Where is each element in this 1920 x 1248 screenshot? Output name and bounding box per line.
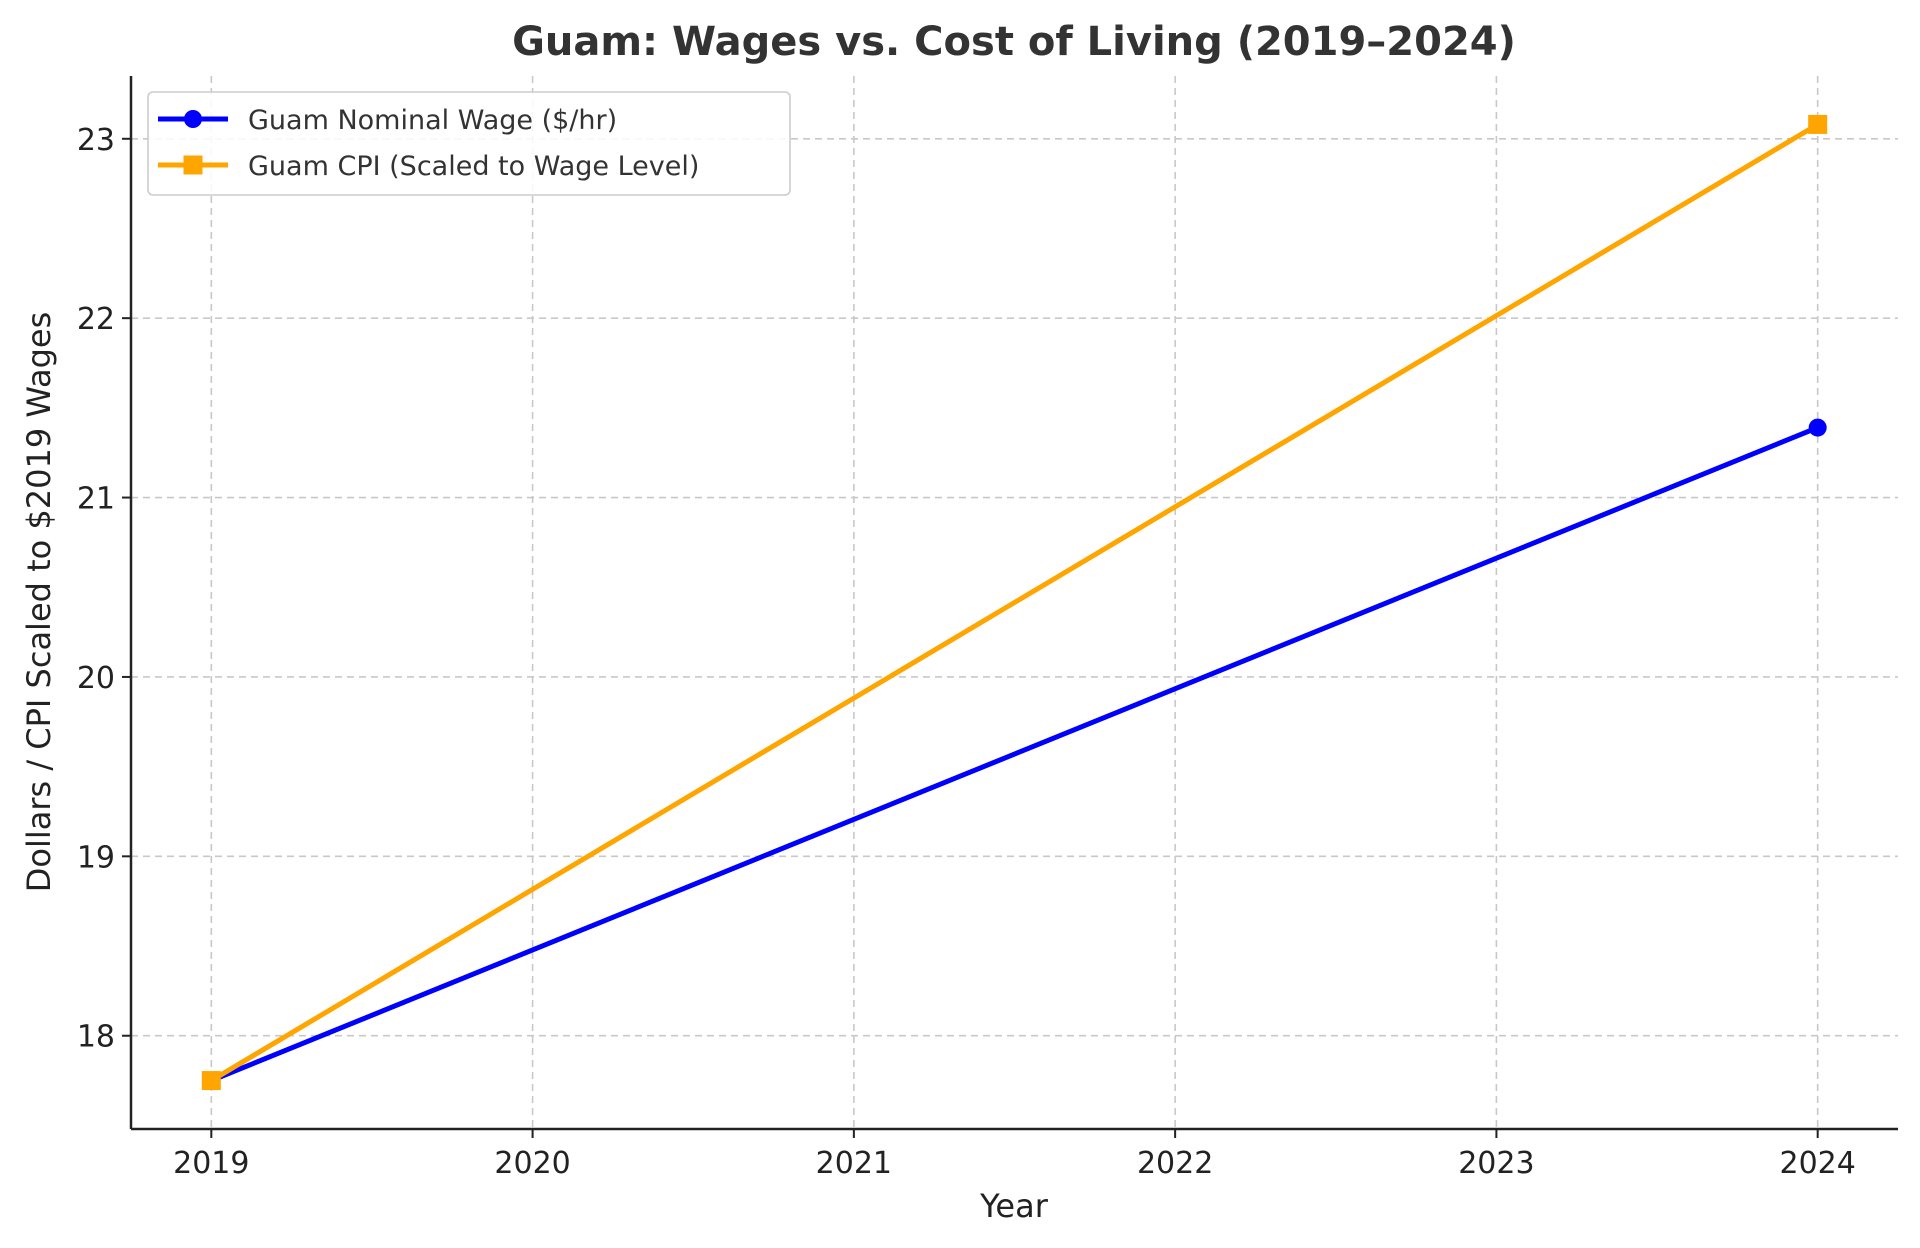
legend-marker <box>184 110 202 128</box>
legend-marker <box>183 155 203 175</box>
y-tick-label: 20 <box>77 661 115 696</box>
y-tick-label: 21 <box>77 482 115 517</box>
x-tick-label: 2020 <box>494 1146 570 1181</box>
series-line-1 <box>210 122 1819 1083</box>
x-tick-label: 2024 <box>1780 1146 1856 1181</box>
x-tick-label: 2021 <box>816 1146 892 1181</box>
x-axis-label: Year <box>979 1187 1049 1225</box>
series-line-0 <box>210 425 1819 1083</box>
x-tick-label: 2019 <box>173 1146 249 1181</box>
y-axis-label: Dollars / CPI Scaled to $2019 Wages <box>20 312 58 893</box>
legend-label: Guam Nominal Wage ($/hr) <box>248 105 617 136</box>
x-tick-label: 2023 <box>1458 1146 1534 1181</box>
y-tick-label: 22 <box>77 302 115 337</box>
y-tick-label: 19 <box>77 840 115 875</box>
y-tick-label: 18 <box>77 1020 115 1055</box>
data-point <box>1808 418 1827 437</box>
series-lines <box>201 114 1828 1091</box>
data-point <box>1808 114 1828 134</box>
chart-title: Guam: Wages vs. Cost of Living (2019–202… <box>512 19 1516 65</box>
legend: Guam Nominal Wage ($/hr) Guam CPI (Scaled… <box>147 91 791 196</box>
data-point <box>201 1071 221 1091</box>
legend-label: Guam CPI (Scaled to Wage Level) <box>248 151 699 182</box>
legend-box <box>147 91 791 196</box>
x-tick-label: 2022 <box>1137 1146 1213 1181</box>
y-tick-label: 23 <box>77 123 115 158</box>
